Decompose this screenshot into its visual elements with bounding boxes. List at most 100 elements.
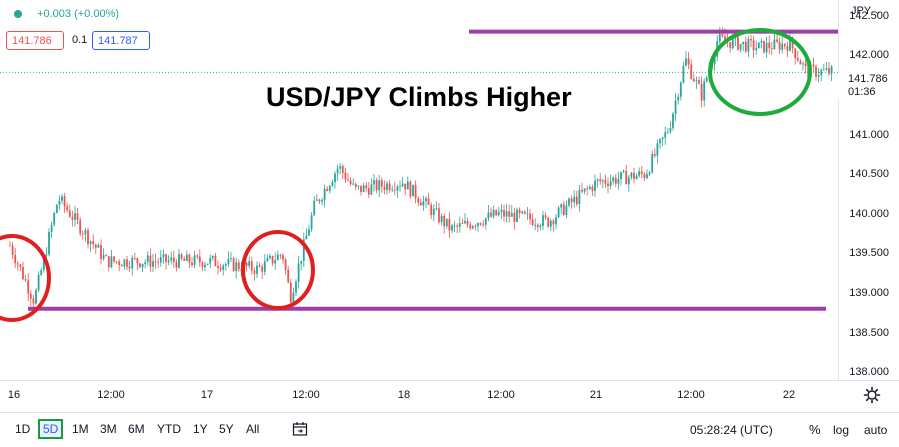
candle-body	[768, 42, 771, 49]
range-button-1d[interactable]: 1D	[15, 422, 31, 436]
red-circle-annotation-middle[interactable]	[241, 230, 315, 310]
time-tick-label: 16	[7, 389, 21, 401]
candle-body	[812, 64, 815, 67]
candle-body	[490, 212, 492, 217]
candle-body	[341, 166, 344, 173]
change-text: +0.003 (+0.00%)	[37, 8, 120, 21]
candle-body	[622, 170, 625, 172]
candle-body	[796, 58, 799, 61]
candle-body	[529, 213, 531, 220]
candle-body	[84, 230, 87, 235]
time-tick-label: 22	[782, 389, 796, 401]
time-tick-label: 17	[200, 389, 214, 401]
price-chart[interactable]	[0, 0, 838, 380]
candle-body	[625, 170, 628, 185]
candle-body	[783, 43, 786, 47]
candle-body	[466, 220, 469, 225]
candle-body	[718, 33, 721, 42]
candle-body	[253, 270, 256, 274]
candle-body	[305, 235, 308, 240]
candle-body	[105, 255, 108, 257]
candle-body	[178, 254, 180, 268]
candle-body	[422, 201, 425, 206]
candle-body	[315, 199, 318, 201]
range-button-5y[interactable]: 5Y	[219, 422, 234, 436]
buy-price-button[interactable]: 141.787	[92, 31, 150, 50]
buy-price-label: 141.787	[98, 35, 138, 47]
candle-body	[492, 209, 495, 217]
candle-body	[536, 224, 539, 228]
candle-body	[29, 293, 32, 299]
bottom-toolbar: 1D 5D 1M 3M 6M YTD 1Y 5Y All 05:28:24 (UTC) % lo…	[0, 412, 899, 447]
candle-body	[141, 264, 144, 268]
candle-body	[469, 224, 472, 229]
candle-body	[250, 261, 253, 271]
candle-body	[279, 254, 282, 256]
chart-area[interactable]: +0.003 (+0.00%) 141.786 0.1 141.787 USD/…	[0, 0, 838, 380]
utc-clock[interactable]: 05:28:24 (UTC)	[690, 423, 773, 437]
range-button-1y[interactable]: 1Y	[193, 422, 208, 436]
green-circle-annotation[interactable]	[708, 28, 812, 116]
candle-body	[323, 188, 326, 200]
candle-body	[635, 175, 638, 180]
range-button-ytd[interactable]: YTD	[157, 422, 181, 436]
candle-body	[180, 254, 183, 259]
candle-body	[724, 36, 726, 41]
range-button-5d[interactable]: 5D	[38, 419, 64, 439]
range-button-3m[interactable]: 3M	[100, 422, 117, 436]
price-axis[interactable]: JPY ⌄ 142.500142.000141.500141.000140.50…	[838, 0, 899, 380]
candle-body	[443, 215, 446, 227]
candle-body	[661, 137, 664, 140]
settings-gear-icon[interactable]	[863, 386, 881, 404]
candle-body	[313, 200, 316, 216]
candle-body	[287, 269, 290, 283]
auto-toggle[interactable]: auto	[864, 423, 888, 437]
candle-body	[484, 218, 487, 225]
date-range-picker-icon[interactable]	[292, 421, 308, 437]
candle-body	[185, 254, 188, 261]
currency-selector[interactable]: JPY ⌄	[851, 5, 882, 17]
candle-body	[79, 219, 82, 234]
candle-body	[292, 292, 295, 303]
candle-body	[375, 180, 378, 191]
percent-toggle[interactable]: %	[809, 422, 821, 437]
candle-body	[471, 226, 474, 229]
current-price-tag: 141.786 01:36	[838, 73, 899, 99]
candle-body	[583, 188, 586, 192]
sell-price-button[interactable]: 141.786	[6, 31, 64, 50]
time-axis[interactable]: 16 12:00 17 12:00 18 12:00 21 12:00 22	[0, 380, 899, 412]
candle-body	[677, 96, 680, 101]
candle-body	[206, 263, 209, 265]
range-button-1m[interactable]: 1M	[72, 422, 89, 436]
log-toggle[interactable]: log	[833, 423, 850, 437]
candle-body	[713, 56, 716, 65]
candle-body	[219, 267, 222, 270]
candle-body	[742, 41, 745, 44]
candle-body	[157, 261, 160, 263]
candle-body	[172, 257, 175, 263]
candle-body	[760, 40, 763, 43]
candle-body	[396, 186, 399, 191]
candle-body	[266, 257, 269, 262]
candle-body	[445, 218, 448, 227]
range-button-all[interactable]: All	[246, 422, 260, 436]
candle-body	[154, 261, 157, 263]
candle-body	[508, 211, 511, 217]
candle-body	[27, 280, 30, 294]
candle-body	[232, 258, 235, 272]
candle-body	[523, 211, 526, 214]
candle-body	[560, 204, 563, 208]
candle-body	[565, 205, 568, 215]
price-tick-label: 141.000	[849, 128, 889, 141]
red-circle-annotation-left[interactable]	[0, 234, 51, 322]
candle-body	[464, 220, 466, 224]
candle-body	[269, 255, 271, 258]
candle-body	[258, 265, 261, 267]
range-button-6m[interactable]: 6M	[128, 422, 145, 436]
candle-body	[757, 42, 760, 49]
candle-body	[63, 196, 66, 207]
candle-body	[388, 183, 391, 191]
candle-body	[747, 38, 750, 52]
candle-body	[627, 177, 630, 185]
candle-body	[35, 290, 37, 304]
